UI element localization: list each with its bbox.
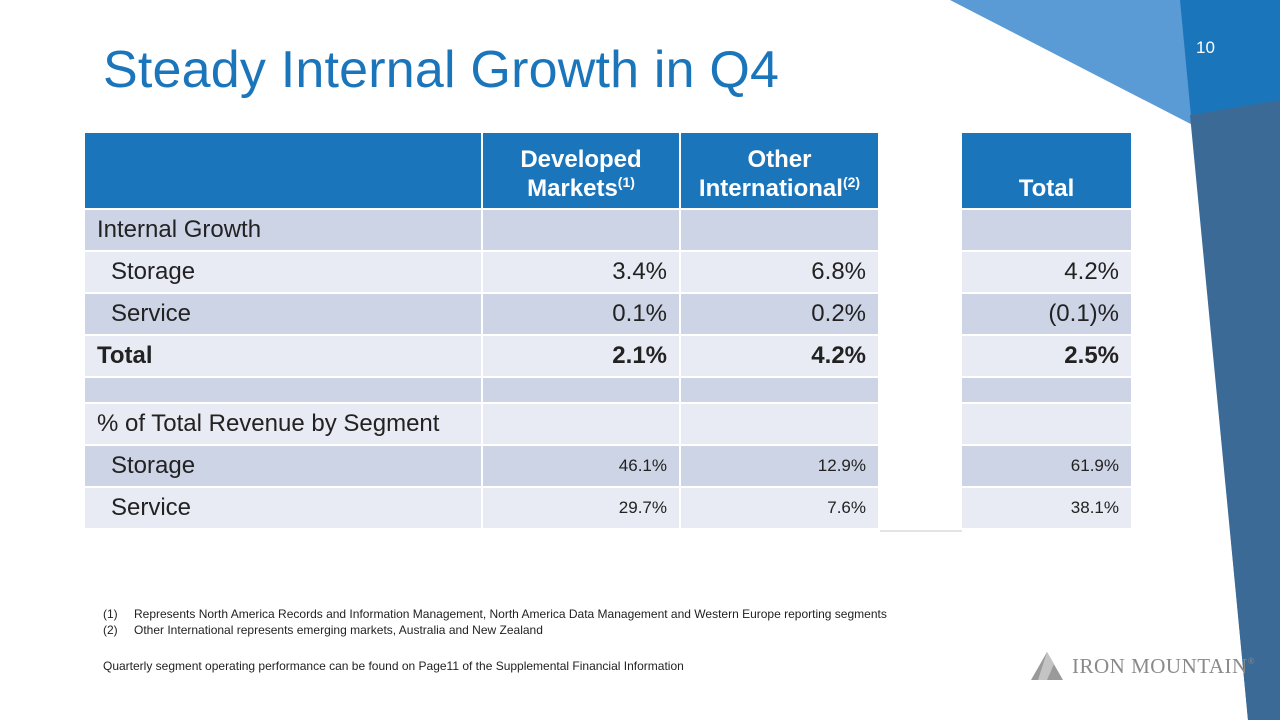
cell-total: 61.9% [960,444,1133,488]
header-international-sup: (2) [842,174,861,190]
table-row-service-revenue: Service 29.7% 7.6% 38.1% [83,486,1133,530]
cell-gap [878,250,962,294]
header-developed-markets: Developed Markets(1) [481,131,681,210]
cell-gap [878,292,962,336]
cell-gap [878,376,962,404]
cell-developed: 0.1% [481,292,681,336]
cell-gap [878,444,962,488]
logo-text: IRON MOUNTAIN® [1072,654,1255,679]
table-row-storage-revenue: Storage 46.1% 12.9% 61.9% [83,444,1133,488]
footnote-text: Other International represents emerging … [134,623,543,637]
cell-empty [960,402,1133,446]
row-label: Service [83,292,483,336]
table-row-storage-growth: Storage 3.4% 6.8% 4.2% [83,250,1133,294]
cell-total: 38.1% [960,486,1133,530]
row-label: Service [83,486,483,530]
mountain-icon [1031,652,1063,680]
cell-total: 2.5% [960,334,1133,378]
cell-empty [679,402,880,446]
row-label: Storage [83,444,483,488]
header-developed-sup: (1) [617,174,635,190]
table-row-internal-growth: Internal Growth [83,208,1133,252]
iron-mountain-logo: IRON MOUNTAIN® [1030,651,1255,681]
page-number: 10 [1196,38,1215,57]
row-label: Storage [83,250,483,294]
cell-total: (0.1)% [960,292,1133,336]
table-row-service-growth: Service 0.1% 0.2% (0.1)% [83,292,1133,336]
header-empty [83,131,483,210]
cell-international: 4.2% [679,334,880,378]
header-other-international: Other International(2) [679,131,880,210]
footnote-number: (1) [103,607,118,621]
row-label: % of Total Revenue by Segment [83,402,483,446]
row-label: Internal Growth [83,208,483,252]
header-gap [878,131,962,210]
cell-gap [878,486,962,530]
cell-developed: 3.4% [481,250,681,294]
footnotes: (1) Represents North America Records and… [103,606,887,638]
header-total-label: Total [1018,175,1075,202]
source-note: Quarterly segment operating performance … [103,659,684,673]
footnote-1: (1) Represents North America Records and… [103,606,887,622]
cell-empty [481,208,681,252]
footnote-number: (2) [103,623,118,637]
table-row-total-growth: Total 2.1% 4.2% 2.5% [83,334,1133,378]
footnote-text: Represents North America Records and Inf… [134,607,887,621]
cell-total: 4.2% [960,250,1133,294]
cell-international: 0.2% [679,292,880,336]
table-header-row: Developed Markets(1) Other International… [83,131,1133,210]
cell-developed: 46.1% [481,444,681,488]
cell-international: 12.9% [679,444,880,488]
cell-gap [878,334,962,378]
header-total: Total [960,131,1133,210]
slide-title: Steady Internal Growth in Q4 [103,41,780,99]
cell-empty [960,208,1133,252]
cell-developed: 29.7% [481,486,681,530]
cell-empty [679,208,880,252]
cell-empty [960,376,1133,404]
row-label: Total [83,334,483,378]
cell-empty [83,376,483,404]
cell-international: 7.6% [679,486,880,530]
cell-international: 6.8% [679,250,880,294]
header-developed-line2: Markets [527,175,618,202]
cell-empty [481,402,681,446]
logo-registered-mark: ® [1247,655,1256,666]
cell-developed: 2.1% [481,334,681,378]
internal-growth-table: Developed Markets(1) Other International… [83,131,1133,530]
header-international-line1: Other [747,146,812,173]
cell-empty [481,376,681,404]
cell-gap [878,208,962,252]
cell-gap [878,402,962,446]
header-developed-line1: Developed [520,146,642,173]
header-international-line2: International [698,175,843,202]
footnote-2: (2) Other International represents emerg… [103,622,887,638]
cell-empty [679,376,880,404]
corner-stripe-dark [1190,100,1280,720]
logo-wordmark: IRON MOUNTAIN [1072,653,1248,678]
table-row-revenue-header: % of Total Revenue by Segment [83,402,1133,446]
table-row-spacer [83,376,1133,404]
